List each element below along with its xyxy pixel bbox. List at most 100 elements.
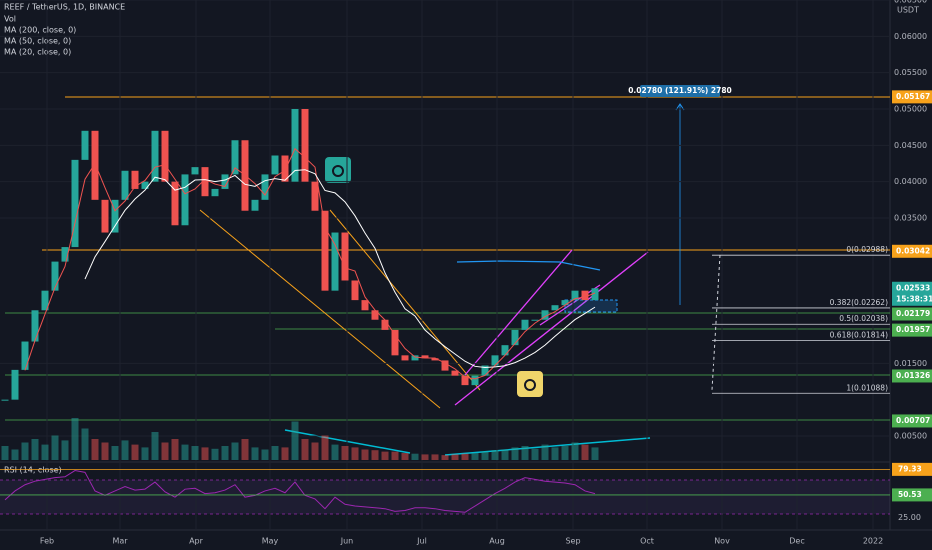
candle — [41, 290, 49, 311]
price-label: 0.00707 — [896, 416, 930, 425]
x-tick-label: Jul — [416, 537, 427, 546]
volume-bar — [551, 447, 559, 460]
volume-bar — [391, 451, 399, 460]
measure-box — [640, 85, 720, 97]
rsi-label-box — [892, 488, 932, 502]
candle — [421, 355, 429, 359]
y-tick-label: 0.05000 — [894, 105, 927, 114]
trend-line — [329, 209, 481, 391]
candle — [11, 369, 19, 400]
candle — [581, 290, 589, 301]
candle — [31, 310, 39, 342]
fib-label: 0.5(0.02038) — [839, 314, 888, 323]
volume-bar — [161, 442, 169, 460]
candle — [291, 109, 299, 182]
volume-bar — [191, 446, 199, 460]
candle — [161, 130, 169, 182]
volume-bar — [471, 453, 479, 460]
candle — [271, 155, 279, 175]
volume-bar — [451, 454, 459, 460]
volume-bar — [151, 432, 159, 460]
price-label: 0.01326 — [896, 371, 930, 380]
price-label-box — [892, 244, 932, 258]
volume-bar — [361, 449, 369, 460]
candle — [431, 358, 439, 361]
ma50-line — [84, 169, 596, 368]
candle — [171, 181, 179, 226]
measure-arrow — [675, 103, 685, 111]
channel-line — [454, 251, 649, 406]
volume-bar — [181, 444, 189, 460]
x-tick-label: Jun — [340, 537, 354, 546]
volume-bar — [591, 447, 599, 460]
y-tick-label: 0.04000 — [894, 177, 927, 186]
camera-icon[interactable] — [325, 157, 351, 183]
x-tick-label: Mar — [112, 537, 128, 546]
candle — [491, 355, 499, 366]
ma20-line — [24, 147, 596, 380]
candle — [471, 375, 479, 386]
candle — [261, 174, 269, 200]
volume-bar — [291, 421, 299, 460]
price-label: 0.05167 — [896, 92, 930, 101]
volume-bar — [531, 448, 539, 460]
candle — [341, 232, 349, 281]
volume-bar — [41, 444, 49, 460]
indicator: Vol — [4, 15, 16, 24]
volume-bar — [321, 435, 329, 460]
volume-bar — [301, 439, 309, 460]
volume-bar — [201, 447, 209, 460]
candle — [371, 310, 379, 320]
candle — [181, 174, 189, 226]
volume-bar — [311, 442, 319, 460]
volume-bar — [91, 439, 99, 460]
volume-bar — [21, 442, 29, 460]
volume-bar — [501, 449, 509, 460]
y-tick-label: 0.06500 — [894, 0, 927, 5]
volume-bar — [1, 446, 9, 460]
candle — [231, 140, 239, 175]
volume-bar — [351, 447, 359, 460]
candle — [21, 341, 29, 370]
volume-bar — [61, 440, 69, 460]
x-tick-label: Oct — [640, 537, 654, 546]
price-label-box — [892, 307, 932, 321]
candle — [531, 319, 539, 321]
volume-bar — [271, 446, 279, 460]
candle — [311, 181, 319, 211]
candle — [361, 300, 369, 311]
rsi-tick-label: 25.00 — [898, 513, 921, 522]
y-tick-label: 0.06000 — [894, 32, 927, 41]
volume-bar — [481, 451, 489, 460]
y-tick-label: 0.03500 — [894, 214, 927, 223]
candle — [541, 310, 549, 320]
candle — [51, 261, 59, 291]
y-tick-label: 0.05500 — [894, 68, 927, 77]
measure-label: 0.02780 (121.91%) 2780 — [628, 86, 732, 95]
camera-lens — [524, 379, 536, 391]
volume-bar — [111, 446, 119, 460]
volume-bar — [211, 448, 219, 460]
candle — [561, 300, 569, 306]
candle — [111, 199, 119, 233]
candle — [121, 170, 129, 200]
candle — [571, 290, 579, 301]
candle — [1, 399, 9, 401]
volume-bar — [261, 449, 269, 460]
price-label-box — [892, 281, 932, 306]
x-tick-label: May — [262, 537, 279, 546]
fib-label: 1(0.01088) — [846, 383, 888, 392]
price-label: 0.01957 — [896, 325, 930, 334]
y-tick-label: 0.01500 — [894, 359, 927, 368]
indicator: MA (50, close, 0) — [4, 37, 71, 46]
volume-bar — [251, 447, 259, 460]
volume-bar — [371, 450, 379, 460]
volume-bar — [541, 444, 549, 460]
candle — [321, 210, 329, 291]
candle — [91, 130, 99, 200]
camera-icon[interactable] — [517, 371, 543, 397]
volume-bar — [411, 453, 419, 460]
x-tick-label: Feb — [40, 537, 54, 546]
volume-bar — [141, 447, 149, 460]
candle — [211, 188, 219, 197]
